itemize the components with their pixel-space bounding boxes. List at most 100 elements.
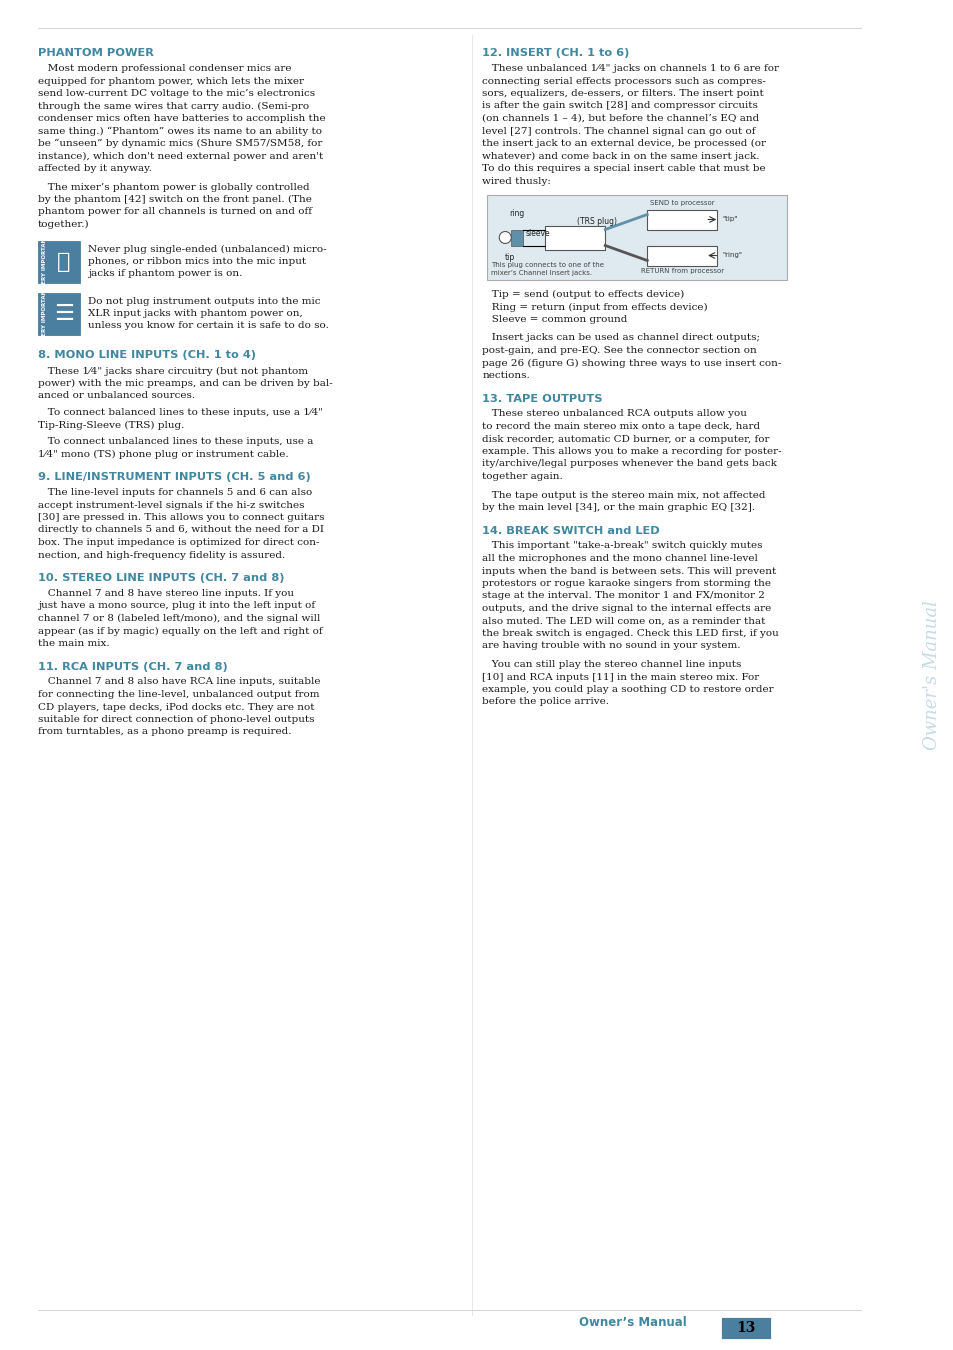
Text: 12. INSERT (CH. 1 to 6): 12. INSERT (CH. 1 to 6) [481,49,629,58]
Text: Insert jacks can be used as channel direct outputs;: Insert jacks can be used as channel dire… [481,333,760,343]
Text: [30] are pressed in. This allows you to connect guitars: [30] are pressed in. This allows you to … [38,513,324,522]
Text: whatever) and come back in on the same insert jack.: whatever) and come back in on the same i… [481,151,759,161]
Text: for connecting the line-level, unbalanced output from: for connecting the line-level, unbalance… [38,690,319,699]
Text: nections.: nections. [481,371,530,379]
Text: nection, and high-frequency fidelity is assured.: nection, and high-frequency fidelity is … [38,551,285,559]
Text: 9. LINE/INSTRUMENT INPUTS (CH. 5 and 6): 9. LINE/INSTRUMENT INPUTS (CH. 5 and 6) [38,472,311,482]
Text: together again.: together again. [481,472,562,481]
Text: RETURN from processor: RETURN from processor [640,269,723,274]
FancyBboxPatch shape [38,293,80,335]
Text: appear (as if by magic) equally on the left and right of: appear (as if by magic) equally on the l… [38,626,322,636]
Text: Tip = send (output to effects device): Tip = send (output to effects device) [481,290,683,300]
Text: protestors or rogue karaoke singers from storming the: protestors or rogue karaoke singers from… [481,579,770,589]
Text: unless you know for certain it is safe to do so.: unless you know for certain it is safe t… [88,321,329,331]
Text: suitable for direct connection of phono-level outputs: suitable for direct connection of phono-… [38,716,314,724]
Circle shape [498,231,511,243]
Text: Most modern professional condenser mics are: Most modern professional condenser mics … [38,63,292,73]
Text: Channel 7 and 8 also have RCA line inputs, suitable: Channel 7 and 8 also have RCA line input… [38,678,320,687]
Text: send low-current DC voltage to the mic’s electronics: send low-current DC voltage to the mic’s… [38,89,314,99]
Text: You can still play the stereo channel line inputs: You can still play the stereo channel li… [481,660,740,670]
Text: 13: 13 [736,1322,755,1335]
Text: all the microphones and the mono channel line-level: all the microphones and the mono channel… [481,554,758,563]
Text: wired thusly:: wired thusly: [481,177,551,185]
Text: ring: ring [509,209,524,217]
FancyBboxPatch shape [38,240,80,282]
Text: 8. MONO LINE INPUTS (CH. 1 to 4): 8. MONO LINE INPUTS (CH. 1 to 4) [38,351,255,360]
Text: ☰: ☰ [54,304,74,324]
Text: To connect unbalanced lines to these inputs, use a: To connect unbalanced lines to these inp… [38,437,313,446]
Text: Channel 7 and 8 have stereo line inputs. If you: Channel 7 and 8 have stereo line inputs.… [38,589,294,598]
Text: level [27] controls. The channel signal can go out of: level [27] controls. The channel signal … [481,127,755,135]
Text: from turntables, as a phono preamp is required.: from turntables, as a phono preamp is re… [38,728,292,737]
Text: page 26 (figure G) showing three ways to use insert con-: page 26 (figure G) showing three ways to… [481,359,781,367]
Text: The line-level inputs for channels 5 and 6 can also: The line-level inputs for channels 5 and… [38,487,312,497]
Text: the insert jack to an external device, be processed (or: the insert jack to an external device, b… [481,139,765,148]
Text: connecting serial effects processors such as compres-: connecting serial effects processors suc… [481,77,765,85]
Text: "ring": "ring" [721,252,741,258]
Text: These stereo unbalanced RCA outputs allow you: These stereo unbalanced RCA outputs allo… [481,409,746,418]
Text: together.): together.) [38,220,90,230]
Text: stage at the interval. The monitor 1 and FX/monitor 2: stage at the interval. The monitor 1 and… [481,591,764,601]
Text: Never plug single-ended (unbalanced) micro-: Never plug single-ended (unbalanced) mic… [88,244,326,254]
Text: SEND to processor: SEND to processor [649,201,714,207]
Text: PHANTOM POWER: PHANTOM POWER [38,49,153,58]
Text: equipped for phantom power, which lets the mixer: equipped for phantom power, which lets t… [38,77,304,85]
Text: by the main level [34], or the main graphic EQ [32].: by the main level [34], or the main grap… [481,504,755,512]
Text: ✋: ✋ [57,251,71,271]
Text: 10. STEREO LINE INPUTS (CH. 7 and 8): 10. STEREO LINE INPUTS (CH. 7 and 8) [38,572,284,583]
Text: (on channels 1 – 4), but before the channel’s EQ and: (on channels 1 – 4), but before the chan… [481,113,759,123]
Text: To connect balanced lines to these inputs, use a 1⁄4": To connect balanced lines to these input… [38,408,323,417]
Text: phones, or ribbon mics into the mic input: phones, or ribbon mics into the mic inpu… [88,256,306,266]
Text: 11. RCA INPUTS (CH. 7 and 8): 11. RCA INPUTS (CH. 7 and 8) [38,662,228,671]
Text: 14. BREAK SWITCH and LED: 14. BREAK SWITCH and LED [481,525,659,536]
FancyBboxPatch shape [487,194,786,279]
Text: also muted. The LED will come on, as a reminder that: also muted. The LED will come on, as a r… [481,617,765,625]
Text: anced or unbalanced sources.: anced or unbalanced sources. [38,392,195,401]
Text: disk recorder, automatic CD burner, or a computer, for: disk recorder, automatic CD burner, or a… [481,435,769,444]
Text: just have a mono source, plug it into the left input of: just have a mono source, plug it into th… [38,602,314,610]
Text: are having trouble with no sound in your system.: are having trouble with no sound in your… [481,641,740,651]
FancyBboxPatch shape [720,1316,772,1341]
Text: box. The input impedance is optimized for direct con-: box. The input impedance is optimized fo… [38,539,319,547]
Text: is after the gain switch [28] and compressor circuits: is after the gain switch [28] and compre… [481,101,758,111]
Text: Tip-Ring-Sleeve (TRS) plug.: Tip-Ring-Sleeve (TRS) plug. [38,420,184,429]
Bar [511,230,522,246]
Text: [10] and RCA inputs [11] in the main stereo mix. For: [10] and RCA inputs [11] in the main ste… [481,672,759,682]
Text: VERY IMPORTANT: VERY IMPORTANT [43,286,48,340]
Text: Sleeve = common ground: Sleeve = common ground [481,315,627,324]
Text: Owner's Manual: Owner's Manual [923,599,940,751]
Text: tip: tip [505,252,515,262]
Text: 13. TAPE OUTPUTS: 13. TAPE OUTPUTS [481,393,602,404]
Bar [545,225,604,250]
Text: This important "take-a-break" switch quickly mutes: This important "take-a-break" switch qui… [481,541,762,551]
Text: phantom power for all channels is turned on and off: phantom power for all channels is turned… [38,208,312,216]
Text: Owner’s Manual: Owner’s Manual [578,1315,686,1328]
Text: Do not plug instrument outputs into the mic: Do not plug instrument outputs into the … [88,297,320,305]
Text: The tape output is the stereo main mix, not affected: The tape output is the stereo main mix, … [481,490,765,500]
Text: example, you could play a soothing CD to restore order: example, you could play a soothing CD to… [481,684,773,694]
Text: affected by it anyway.: affected by it anyway. [38,163,152,173]
Text: XLR input jacks with phantom power on,: XLR input jacks with phantom power on, [88,309,302,319]
Text: same thing.) “Phantom” owes its name to an ability to: same thing.) “Phantom” owes its name to … [38,127,322,136]
Text: outputs, and the drive signal to the internal effects are: outputs, and the drive signal to the int… [481,603,771,613]
Text: To do this requires a special insert cable that must be: To do this requires a special insert cab… [481,163,765,173]
Text: power) with the mic preamps, and can be driven by bal-: power) with the mic preamps, and can be … [38,379,333,389]
Bar [646,209,717,230]
Text: The mixer’s phantom power is globally controlled: The mixer’s phantom power is globally co… [38,182,310,192]
Text: mixer’s Channel Insert jacks.: mixer’s Channel Insert jacks. [491,270,592,275]
Text: channel 7 or 8 (labeled left/mono), and the signal will: channel 7 or 8 (labeled left/mono), and … [38,614,320,624]
Text: VERY IMPORTANT: VERY IMPORTANT [43,235,48,289]
Text: be “unseen” by dynamic mics (Shure SM57/SM58, for: be “unseen” by dynamic mics (Shure SM57/… [38,139,322,148]
Text: (TRS plug): (TRS plug) [577,217,617,225]
Bar [646,246,717,266]
Text: jacks if phantom power is on.: jacks if phantom power is on. [88,270,242,278]
Text: ity/archive/legal purposes whenever the band gets back: ity/archive/legal purposes whenever the … [481,459,777,468]
Text: 1⁄4" mono (TS) phone plug or instrument cable.: 1⁄4" mono (TS) phone plug or instrument … [38,450,289,459]
Text: This plug connects to one of the: This plug connects to one of the [491,262,603,269]
Text: CD players, tape decks, iPod docks etc. They are not: CD players, tape decks, iPod docks etc. … [38,702,314,711]
Text: sors, equalizers, de-essers, or filters. The insert point: sors, equalizers, de-essers, or filters.… [481,89,763,99]
Text: instance), which don't need external power and aren't: instance), which don't need external pow… [38,151,323,161]
Text: These 1⁄4" jacks share circuitry (but not phantom: These 1⁄4" jacks share circuitry (but no… [38,366,308,375]
Text: to record the main stereo mix onto a tape deck, hard: to record the main stereo mix onto a tap… [481,423,760,431]
Text: example. This allows you to make a recording for poster-: example. This allows you to make a recor… [481,447,781,456]
